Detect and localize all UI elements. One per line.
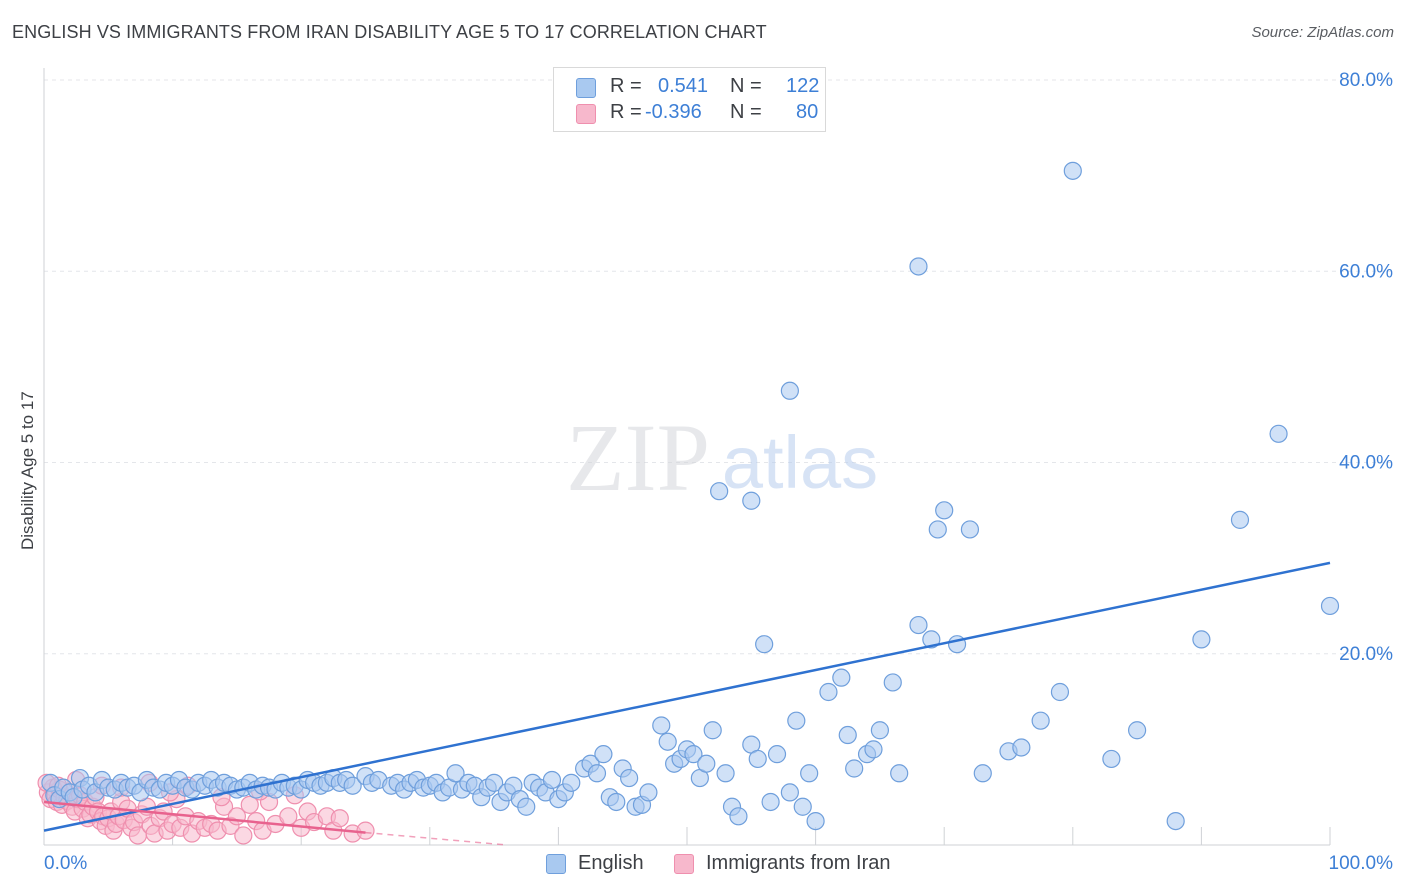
iran-trend-extension bbox=[365, 831, 508, 846]
english-point bbox=[767, 745, 787, 764]
iran-n-label: N = bbox=[730, 101, 762, 123]
english-point bbox=[845, 759, 864, 778]
english-point bbox=[729, 807, 748, 826]
watermark-atlas: atlas bbox=[722, 421, 878, 504]
english-point bbox=[607, 792, 626, 812]
iran-point bbox=[356, 821, 375, 840]
english-point bbox=[343, 776, 362, 795]
english-trend-line bbox=[43, 561, 1331, 832]
english-point bbox=[1050, 682, 1070, 702]
english-point bbox=[883, 673, 902, 692]
english-point bbox=[697, 754, 716, 773]
english-point bbox=[800, 764, 819, 783]
y-tick-label: 60.0% bbox=[1339, 261, 1393, 282]
english-point bbox=[658, 732, 677, 751]
iran-r-label: R = bbox=[610, 101, 642, 123]
english-n-value: 122 bbox=[786, 75, 820, 97]
english-point bbox=[838, 725, 857, 745]
bottom-iran-label: Immigrants from Iran bbox=[706, 852, 891, 874]
english-point bbox=[909, 257, 928, 276]
x-tick-label-max: 100.0% bbox=[1329, 853, 1394, 874]
english-point bbox=[742, 491, 761, 510]
english-point bbox=[819, 682, 838, 702]
english-point bbox=[1102, 749, 1121, 769]
english-point bbox=[864, 740, 883, 759]
english-n-label: N = bbox=[730, 75, 762, 97]
english-point bbox=[710, 482, 729, 501]
english-point bbox=[806, 811, 825, 831]
correlation-legend: R = 0.541 N = 122 R = -0.396 N = 80 bbox=[553, 67, 826, 132]
iran-point bbox=[240, 795, 259, 814]
english-point bbox=[960, 520, 980, 539]
english-point bbox=[639, 783, 658, 802]
english-point bbox=[832, 668, 851, 687]
bottom-english-label: English bbox=[578, 852, 644, 874]
english-point bbox=[755, 635, 774, 654]
english-point bbox=[446, 764, 465, 783]
english-point bbox=[716, 764, 735, 783]
english-point bbox=[1012, 738, 1031, 757]
y-tick-label: 80.0% bbox=[1339, 70, 1393, 91]
bottom-iran-swatch bbox=[674, 854, 694, 874]
iran-trend-line bbox=[43, 800, 366, 834]
english-point bbox=[909, 615, 928, 635]
english-swatch bbox=[576, 78, 596, 98]
x-tick-label-min: 0.0% bbox=[44, 853, 87, 874]
english-point bbox=[761, 792, 780, 812]
iran-n-value: 80 bbox=[796, 101, 819, 123]
english-point bbox=[890, 764, 909, 783]
english-point bbox=[922, 630, 941, 649]
english-point bbox=[652, 716, 671, 735]
english-r-value: 0.541 bbox=[658, 75, 709, 97]
english-point bbox=[703, 721, 722, 740]
english-point bbox=[542, 770, 562, 790]
axes bbox=[43, 68, 1331, 846]
y-tick-label: 20.0% bbox=[1339, 644, 1393, 665]
iran-point bbox=[234, 826, 253, 845]
iran-swatch bbox=[576, 104, 596, 124]
english-point bbox=[1063, 161, 1082, 180]
english-point bbox=[684, 745, 703, 764]
english-point bbox=[1230, 510, 1250, 529]
grid-lines bbox=[44, 79, 1394, 655]
english-point bbox=[793, 797, 812, 816]
english-point bbox=[870, 721, 890, 740]
english-point bbox=[620, 768, 639, 788]
english-point bbox=[780, 783, 799, 802]
tick-labels: 20.0% 40.0% 60.0% 80.0% 0.0% 100.0% bbox=[44, 70, 1393, 874]
english-point bbox=[1031, 711, 1050, 730]
english-point bbox=[1269, 424, 1288, 443]
english-point bbox=[1166, 811, 1185, 831]
english-point bbox=[973, 764, 992, 783]
watermark: ZIP atlas bbox=[566, 404, 878, 511]
english-point bbox=[787, 711, 806, 730]
english-point bbox=[587, 764, 607, 783]
english-point bbox=[594, 745, 613, 764]
y-axis-label: Disability Age 5 to 17 bbox=[18, 391, 37, 550]
bottom-english-swatch bbox=[546, 854, 566, 874]
source-label: Source: ZipAtlas.com bbox=[1251, 24, 1394, 41]
english-point bbox=[1320, 596, 1340, 616]
english-point bbox=[562, 773, 581, 792]
iran-point bbox=[330, 809, 349, 828]
iran-r-value: -0.396 bbox=[645, 101, 702, 123]
watermark-zip: ZIP bbox=[566, 404, 710, 511]
english-point bbox=[1127, 721, 1147, 740]
chart-title: ENGLISH VS IMMIGRANTS FROM IRAN DISABILI… bbox=[12, 22, 767, 42]
y-tick-label: 40.0% bbox=[1339, 453, 1393, 474]
english-point bbox=[748, 749, 767, 769]
english-point bbox=[928, 520, 947, 539]
english-r-label: R = bbox=[610, 75, 642, 97]
trend-lines bbox=[43, 561, 1331, 846]
english-point bbox=[1192, 630, 1211, 649]
english-point bbox=[780, 381, 799, 400]
english-point bbox=[517, 797, 536, 816]
english-point bbox=[485, 773, 504, 792]
english-point bbox=[935, 501, 954, 520]
